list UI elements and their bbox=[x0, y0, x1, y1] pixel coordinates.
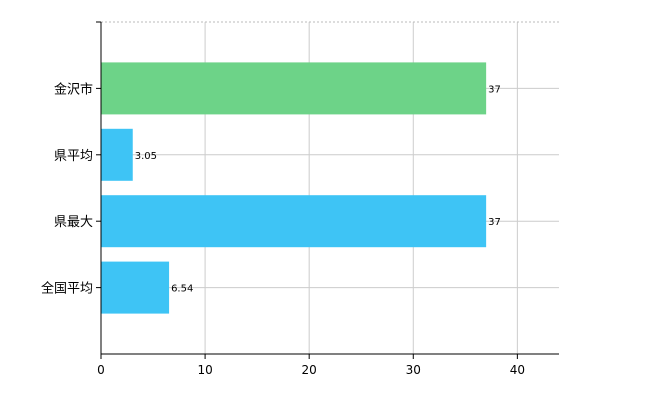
category-label: 金沢市 bbox=[54, 81, 93, 97]
axes bbox=[96, 21, 559, 359]
bar bbox=[101, 261, 170, 314]
category-label: 全国平均 bbox=[41, 281, 93, 297]
bar bbox=[101, 62, 487, 115]
data-label: 3.05 bbox=[135, 151, 157, 162]
data-label: 37 bbox=[488, 84, 501, 95]
x-tick-label: 0 bbox=[97, 363, 105, 377]
x-tick-label: 30 bbox=[406, 363, 421, 377]
data-label: 6.54 bbox=[171, 284, 193, 295]
data-label: 37 bbox=[488, 217, 501, 228]
x-tick-label: 20 bbox=[302, 363, 317, 377]
category-label: 県最大 bbox=[54, 215, 93, 230]
category-label: 県平均 bbox=[54, 149, 93, 164]
bar bbox=[101, 128, 133, 181]
bars bbox=[101, 62, 487, 314]
x-tick-label: 10 bbox=[197, 363, 212, 377]
bar bbox=[101, 195, 487, 248]
x-tick-label: 40 bbox=[510, 363, 525, 377]
